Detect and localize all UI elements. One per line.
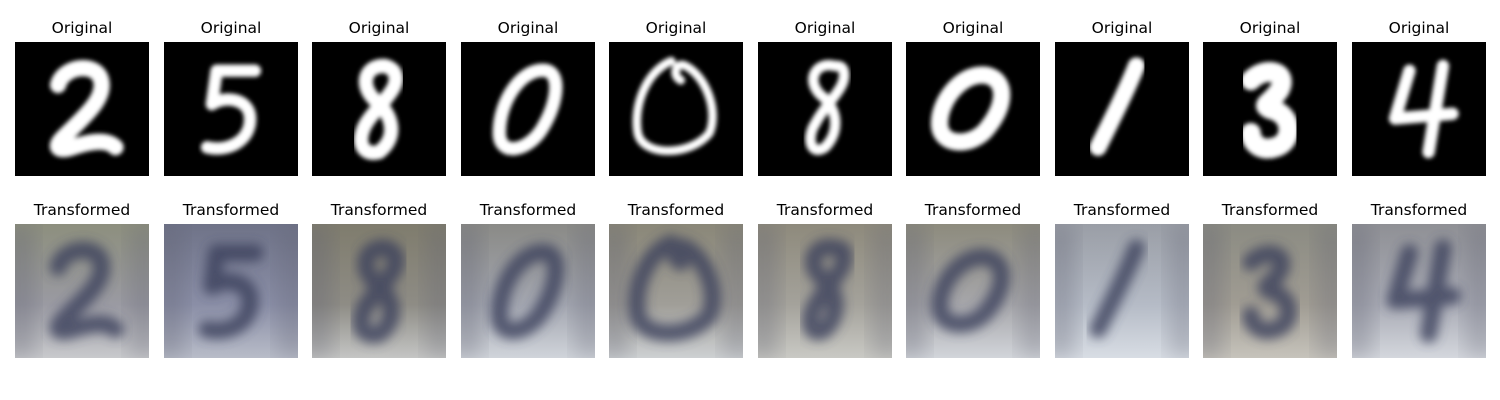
original-digit-8 <box>805 59 850 155</box>
original-digit-3 <box>1240 62 1299 159</box>
transformed-digit-2 <box>15 224 149 358</box>
transformed-digit-image <box>906 224 1040 358</box>
original-digit-image <box>312 42 446 176</box>
transformed-digit-image <box>1352 224 1486 358</box>
original-digit-image <box>758 42 892 176</box>
original-digit-image <box>1352 42 1486 176</box>
transformed-title: Transformed <box>776 201 874 219</box>
original-digit-5 <box>200 64 262 155</box>
transformed-digit-5 <box>164 224 298 358</box>
original-title: Original <box>1388 19 1450 37</box>
original-title: Original <box>497 19 559 37</box>
transformed-title: Transformed <box>627 201 725 219</box>
transformed-digit-0 <box>906 224 1040 358</box>
transformed-digit-8 <box>758 224 892 358</box>
transformed-digit-1 <box>1055 224 1189 358</box>
original-digit-0 <box>632 56 717 156</box>
transformed-digit-4 <box>1352 224 1486 358</box>
original-digit-image <box>15 42 149 176</box>
original-title: Original <box>200 19 262 37</box>
transformed-digit-image <box>758 224 892 358</box>
transformed-digit-0 <box>609 224 743 358</box>
original-title: Original <box>794 19 856 37</box>
original-digit-0 <box>930 66 1011 151</box>
transformed-digit-image <box>1055 224 1189 358</box>
transformed-title: Transformed <box>330 201 428 219</box>
transformed-title: Transformed <box>33 201 131 219</box>
original-title: Original <box>942 19 1004 37</box>
original-title: Original <box>645 19 707 37</box>
original-digit-2 <box>49 60 124 158</box>
original-title: Original <box>1239 19 1301 37</box>
original-digit-image <box>609 42 743 176</box>
original-digit-1 <box>1089 57 1145 156</box>
original-digit-8 <box>353 58 404 160</box>
original-title: Original <box>51 19 113 37</box>
transformed-title: Transformed <box>1221 201 1319 219</box>
transformed-digit-image <box>461 224 595 358</box>
transformed-title: Transformed <box>1370 201 1468 219</box>
transformed-digit-image <box>609 224 743 358</box>
transformed-title: Transformed <box>924 201 1022 219</box>
original-digit-image <box>906 42 1040 176</box>
transformed-digit-0 <box>461 224 595 358</box>
transformed-digit-image <box>164 224 298 358</box>
transformed-title: Transformed <box>182 201 280 219</box>
original-digit-image <box>1055 42 1189 176</box>
original-digit-4 <box>1388 59 1459 159</box>
transformed-digit-image <box>1203 224 1337 358</box>
original-digit-image <box>164 42 298 176</box>
transformed-title: Transformed <box>479 201 577 219</box>
original-digit-0 <box>492 63 563 156</box>
original-digit-image <box>1203 42 1337 176</box>
transformed-title: Transformed <box>1073 201 1171 219</box>
transformed-digit-image <box>15 224 149 358</box>
transformed-digit-3 <box>1203 224 1337 358</box>
original-title: Original <box>1091 19 1153 37</box>
original-digit-image <box>461 42 595 176</box>
transformed-digit-8 <box>312 224 446 358</box>
transformed-digit-image <box>312 224 446 358</box>
original-title: Original <box>348 19 410 37</box>
